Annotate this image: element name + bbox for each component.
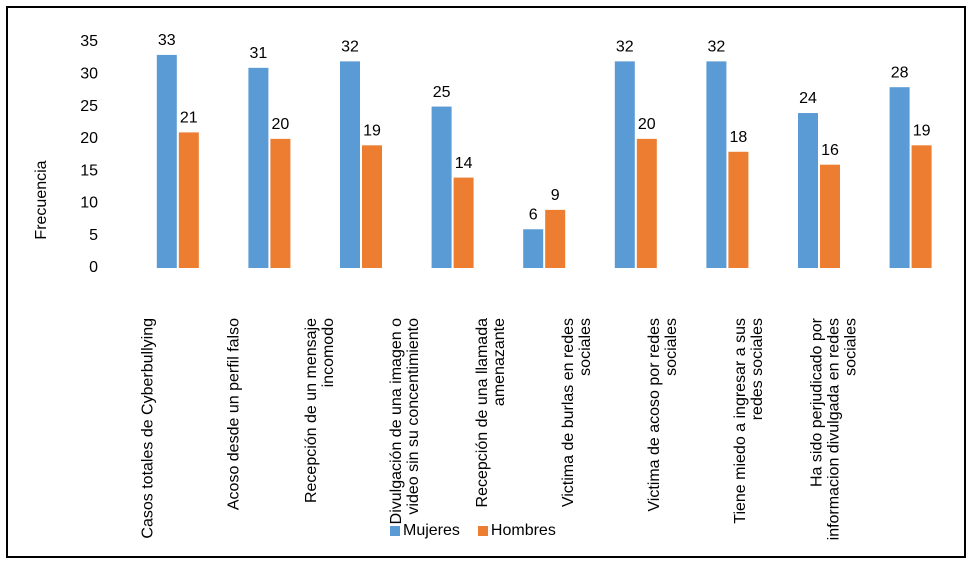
bar	[178, 132, 199, 268]
data-label: 18	[730, 129, 748, 146]
legend: Mujeres Hombres	[390, 522, 556, 540]
bar	[156, 54, 177, 268]
bar	[911, 145, 932, 268]
data-label: 32	[341, 39, 359, 56]
x-tick-label: Casos totales de Cyberbullying	[139, 318, 157, 539]
bar	[636, 138, 657, 268]
bar	[362, 145, 382, 268]
y-tick-label: 20	[80, 130, 98, 147]
data-label: 19	[913, 123, 931, 140]
y-tick-label: 25	[80, 98, 98, 115]
x-tick-label: Recepción de una llamada amenazante	[474, 318, 509, 508]
data-label: 20	[638, 116, 656, 133]
data-label: 6	[529, 206, 538, 223]
bar	[523, 229, 544, 268]
data-label: 32	[708, 39, 726, 56]
data-label: 21	[180, 110, 198, 127]
bar	[614, 61, 635, 268]
x-tick-label: Ha sido perjudicado por informacion divu…	[808, 318, 860, 541]
bar	[431, 106, 452, 268]
y-tick-label: 10	[80, 195, 98, 212]
data-label: 16	[821, 142, 839, 159]
data-label: 20	[272, 116, 290, 133]
x-tick-label: Victima de acoso por redes sociales	[645, 318, 680, 512]
y-tick-label: 35	[80, 33, 98, 50]
y-tick-label: 30	[80, 66, 98, 83]
bar	[820, 164, 840, 268]
data-label: 28	[891, 64, 909, 81]
x-tick-label: Recepción de un mensaje incomodo	[302, 318, 337, 504]
y-tick-label: 15	[80, 162, 98, 179]
data-label: 32	[616, 39, 634, 56]
data-label: 19	[363, 123, 381, 140]
bar	[545, 209, 566, 268]
x-tick-label: Tiene miedo a ingresar a sus redes socia…	[731, 318, 766, 524]
bar	[798, 113, 818, 269]
bar	[706, 61, 727, 268]
legend-label: Mujeres	[403, 522, 460, 539]
y-tick-label: 5	[89, 227, 98, 244]
y-axis-label: Frecuencia	[33, 160, 50, 239]
chart-frame	[6, 6, 966, 558]
data-label: 31	[250, 45, 268, 62]
bar	[728, 151, 749, 268]
data-label: 33	[158, 32, 176, 49]
data-label: 14	[455, 155, 473, 172]
y-tick-label: 0	[89, 259, 98, 276]
x-tick-label: Acoso desde un perfil falso	[225, 318, 243, 511]
legend-item: Mujeres	[390, 522, 460, 540]
bar	[270, 138, 291, 268]
legend-swatch	[477, 526, 488, 536]
bar	[889, 87, 910, 268]
data-label: 9	[551, 187, 560, 204]
x-tick-label: Divulgación de una imagen o video sin su…	[388, 318, 423, 525]
x-tick-label: Victima de burlas en redes sociales	[560, 318, 594, 508]
legend-swatch	[390, 526, 400, 536]
data-label: 25	[433, 84, 451, 101]
bar	[453, 177, 474, 268]
legend-label: Hombres	[490, 522, 556, 539]
legend-item: Hombres	[477, 522, 556, 540]
bar	[340, 61, 360, 268]
bar	[248, 67, 269, 268]
data-label: 24	[799, 90, 817, 107]
